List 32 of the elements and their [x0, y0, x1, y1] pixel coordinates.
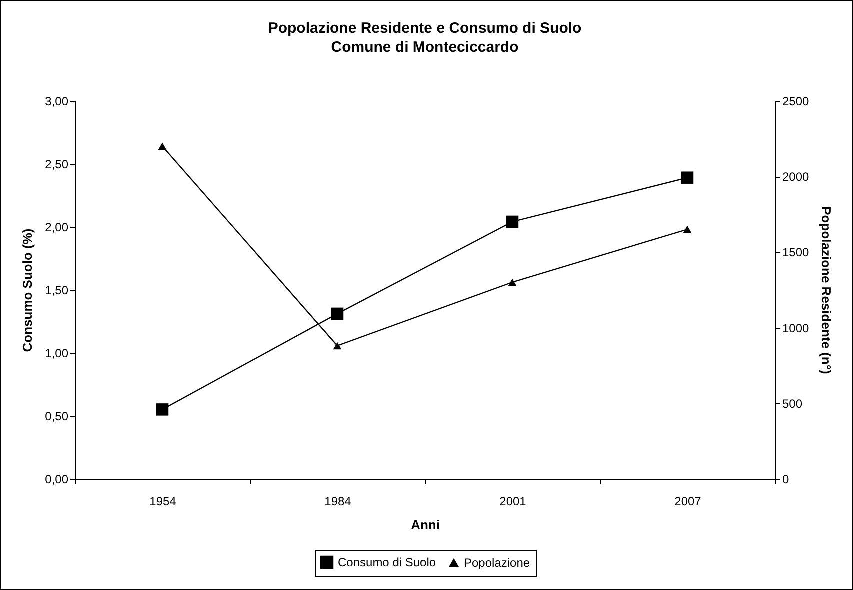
- x-tick-label: 1954: [150, 494, 177, 508]
- x-tick-label: 2001: [500, 494, 527, 508]
- point: [333, 342, 342, 350]
- chart-subtitle: Comune di Monteciccardo: [331, 39, 519, 56]
- y2-tick-label: 2000: [782, 170, 810, 184]
- y-tick-label: 2,00: [45, 220, 69, 234]
- point: [506, 216, 519, 228]
- legend-label: Popolazione: [464, 556, 530, 570]
- y2-tick-label: 1000: [782, 321, 810, 336]
- y2-tick-label: 500: [782, 396, 803, 411]
- y-tick-label: 0,50: [45, 410, 69, 424]
- point: [156, 404, 169, 416]
- point: [158, 142, 167, 150]
- y-tick-label: 0,00: [45, 472, 69, 486]
- y-axis-title: Consumo Suolo (%): [20, 228, 36, 352]
- chart-title: Popolazione Residente e Consumo di Suolo: [268, 20, 582, 37]
- x-tick-label: 1984: [324, 494, 352, 508]
- point: [681, 172, 694, 184]
- point: [331, 308, 344, 320]
- y2-tick-label: 1500: [782, 246, 810, 260]
- y-tick-label: 1,00: [45, 346, 69, 360]
- y2-tick-label: 2500: [782, 94, 810, 108]
- y2-tick-label: 0: [782, 472, 790, 486]
- y-tick-label: 2,50: [45, 158, 69, 172]
- x-tick-label: 2007: [674, 494, 702, 508]
- y-tick-label: 1,50: [45, 284, 69, 298]
- legend-label: Consumo di Suolo: [338, 555, 436, 570]
- point: [683, 226, 692, 234]
- y-tick-label: 3,00: [45, 94, 69, 108]
- x-axis-title: Anni: [411, 518, 440, 532]
- point: [508, 278, 517, 286]
- y2-axis-title: Popolazione Residente (n°): [819, 206, 834, 374]
